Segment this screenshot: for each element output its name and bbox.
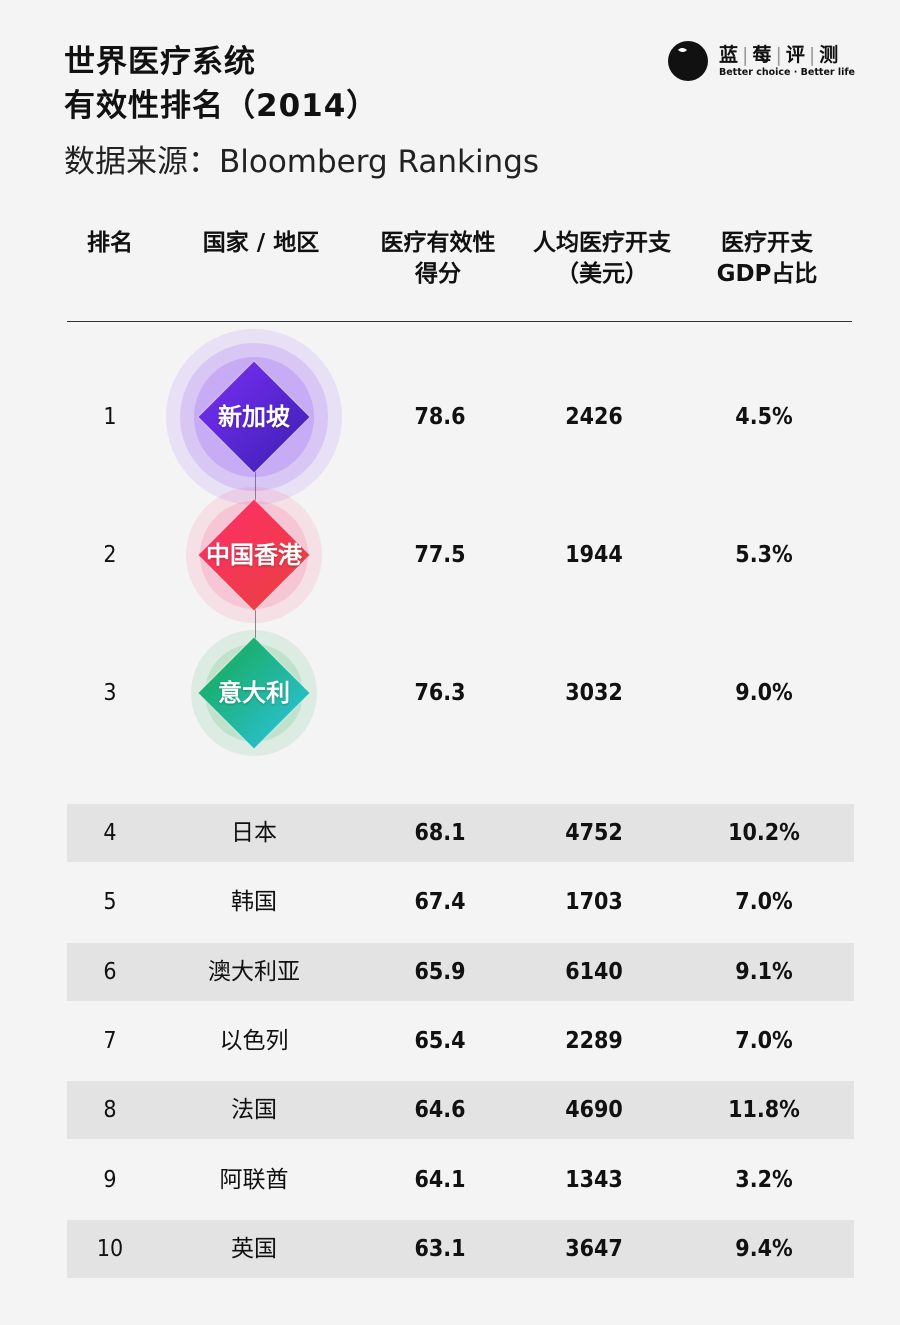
table-row: 7 以色列 65.4 2289 7.0% <box>67 1012 854 1070</box>
gdp-cell: 3.2% <box>735 1167 793 1193</box>
badge-country-label: 中国香港 <box>206 541 302 569</box>
header-spend-line1: 人均医疗开支 <box>533 230 671 256</box>
rank-cell: 6 <box>103 959 117 985</box>
table-row: 8 法国 64.6 4690 11.8% <box>67 1081 854 1139</box>
gdp-cell: 10.2% <box>728 820 800 846</box>
blueberry-logo-icon <box>668 41 708 81</box>
spend-cell: 4752 <box>565 820 623 846</box>
table-row: 10 英国 63.1 3647 9.4% <box>67 1220 854 1278</box>
brand-name: 蓝 | 莓 | 评 | 测 <box>719 44 840 66</box>
badge-connector <box>255 605 256 650</box>
gdp-cell: 9.0% <box>735 680 793 706</box>
top-ranking-row: 1 78.6 2426 4.5% <box>0 387 900 447</box>
score-cell: 64.6 <box>414 1097 466 1123</box>
rank-cell: 1 <box>103 404 117 430</box>
header-spend-line2: （美元） <box>556 261 648 287</box>
header-score-line2: 得分 <box>415 261 461 287</box>
rank-badge: 新加坡 <box>164 327 344 507</box>
gdp-cell: 9.4% <box>735 1236 793 1262</box>
gdp-cell: 4.5% <box>735 404 793 430</box>
badge-country-label: 意大利 <box>218 679 290 707</box>
brand-char: 莓 <box>752 44 773 66</box>
brand-logo: 蓝 | 莓 | 评 | 测 Better choice · Better life <box>665 36 855 86</box>
top-ranking-row: 3 76.3 3032 9.0% <box>0 663 900 723</box>
brand-tagline: Better choice · Better life <box>719 67 855 78</box>
rank-badge: 意大利 <box>164 603 344 783</box>
title-line-1: 世界医疗系统 <box>64 44 256 80</box>
header-score-line1: 医疗有效性 <box>380 230 496 256</box>
gdp-cell: 7.0% <box>735 1028 793 1054</box>
score-cell: 63.1 <box>414 1236 466 1262</box>
gdp-cell: 9.1% <box>735 959 793 985</box>
spend-cell: 3032 <box>565 680 623 706</box>
gdp-cell: 11.8% <box>728 1097 800 1123</box>
country-cell: 韩国 <box>231 889 277 915</box>
spend-cell: 6140 <box>565 959 623 985</box>
title-line-2: 有效性排名（2014） <box>64 88 379 124</box>
top-ranking-row: 2 77.5 1944 5.3% <box>0 525 900 585</box>
brand-char: 评 <box>785 44 806 66</box>
rank-cell: 7 <box>103 1028 117 1054</box>
spend-cell: 4690 <box>565 1097 623 1123</box>
rank-cell: 2 <box>103 542 117 568</box>
score-cell: 64.1 <box>414 1167 466 1193</box>
brand-char: 蓝 <box>719 44 740 66</box>
spend-cell: 1944 <box>565 542 623 568</box>
country-cell: 阿联酋 <box>219 1167 289 1193</box>
score-cell: 78.6 <box>414 404 466 430</box>
badge-country-label: 新加坡 <box>218 403 290 431</box>
spend-cell: 2289 <box>565 1028 623 1054</box>
country-cell: 英国 <box>231 1236 277 1262</box>
table-row: 5 韩国 67.4 1703 7.0% <box>67 873 854 931</box>
score-cell: 68.1 <box>414 820 466 846</box>
table-row: 9 阿联酋 64.1 1343 3.2% <box>67 1151 854 1209</box>
header-gdp: 医疗开支 GDP占比 <box>717 228 818 290</box>
page-title: 世界医疗系统 有效性排名（2014） <box>64 40 378 128</box>
rank-badge: 中国香港 <box>164 465 344 645</box>
score-cell: 77.5 <box>414 542 466 568</box>
spend-cell: 1703 <box>565 889 623 915</box>
gdp-cell: 7.0% <box>735 889 793 915</box>
country-cell: 澳大利亚 <box>208 959 300 985</box>
table-row: 4 日本 68.1 4752 10.2% <box>67 804 854 862</box>
header-score: 医疗有效性 得分 <box>381 228 496 290</box>
rank-cell: 9 <box>103 1167 117 1193</box>
header-gdp-line1: 医疗开支 <box>720 230 813 256</box>
spend-cell: 2426 <box>565 404 623 430</box>
header-country-label: 国家 / 地区 <box>202 230 320 256</box>
rank-cell: 3 <box>103 680 117 706</box>
rank-cell: 5 <box>103 889 117 915</box>
table-row: 6 澳大利亚 65.9 6140 9.1% <box>67 943 854 1001</box>
brand-char: 测 <box>819 44 840 66</box>
spend-cell: 3647 <box>565 1236 623 1262</box>
score-cell: 67.4 <box>414 889 466 915</box>
rank-cell: 8 <box>103 1097 117 1123</box>
country-cell: 法国 <box>231 1097 277 1123</box>
header-rank-label: 排名 <box>87 230 133 256</box>
header-rank: 排名 <box>87 228 133 259</box>
score-cell: 65.9 <box>414 959 466 985</box>
country-cell: 以色列 <box>219 1028 289 1054</box>
header-gdp-line2: GDP占比 <box>716 261 818 287</box>
rank-cell: 10 <box>96 1236 124 1262</box>
spend-cell: 1343 <box>565 1167 623 1193</box>
header-country: 国家 / 地区 <box>203 228 319 259</box>
score-cell: 76.3 <box>414 680 466 706</box>
rank-cell: 4 <box>103 820 117 846</box>
score-cell: 65.4 <box>414 1028 466 1054</box>
table-header: 排名 国家 / 地区 医疗有效性 得分 人均医疗开支 （美元） 医疗开支 GDP… <box>0 228 900 298</box>
badge-connector <box>255 470 256 510</box>
gdp-cell: 5.3% <box>735 542 793 568</box>
header-divider <box>67 321 852 322</box>
country-cell: 日本 <box>231 820 277 846</box>
data-source: 数据来源：Bloomberg Rankings <box>64 144 540 180</box>
header-spend: 人均医疗开支 （美元） <box>533 228 671 290</box>
